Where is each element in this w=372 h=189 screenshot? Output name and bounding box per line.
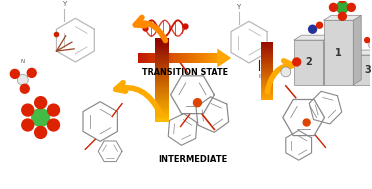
Circle shape [193, 99, 201, 107]
Polygon shape [324, 15, 361, 20]
Text: INTERMEDIATE: INTERMEDIATE [158, 155, 227, 164]
Circle shape [20, 84, 29, 93]
Circle shape [339, 0, 346, 2]
Circle shape [303, 119, 310, 126]
Polygon shape [324, 35, 331, 85]
Circle shape [48, 104, 60, 116]
Text: 1: 1 [335, 47, 342, 57]
Text: I: I [259, 74, 260, 79]
Text: 2: 2 [305, 57, 312, 67]
FancyArrowPatch shape [267, 61, 293, 92]
Polygon shape [217, 49, 231, 67]
Circle shape [27, 68, 36, 77]
Bar [294, 40, 324, 85]
Circle shape [48, 119, 60, 131]
FancyArrowPatch shape [116, 83, 161, 114]
Polygon shape [353, 50, 372, 55]
Circle shape [347, 3, 355, 11]
Text: 3: 3 [365, 65, 372, 75]
Circle shape [17, 74, 28, 85]
Circle shape [369, 42, 372, 49]
Circle shape [336, 2, 348, 13]
Polygon shape [294, 35, 331, 40]
FancyArrowPatch shape [135, 17, 166, 41]
Circle shape [22, 104, 34, 116]
Text: Y: Y [62, 1, 67, 7]
Polygon shape [353, 15, 361, 85]
Bar [324, 20, 353, 85]
Circle shape [293, 58, 301, 66]
Circle shape [35, 97, 46, 109]
Circle shape [22, 119, 34, 131]
Circle shape [10, 69, 19, 78]
Circle shape [35, 126, 46, 138]
Circle shape [317, 22, 323, 28]
Bar [353, 55, 372, 85]
Circle shape [281, 67, 291, 77]
Circle shape [309, 25, 317, 33]
Circle shape [330, 3, 337, 11]
Text: N: N [21, 60, 25, 64]
Circle shape [339, 12, 346, 20]
Circle shape [365, 38, 370, 43]
Circle shape [32, 109, 49, 126]
Text: Y: Y [237, 4, 241, 10]
Text: TRANSITION STATE: TRANSITION STATE [142, 68, 228, 77]
